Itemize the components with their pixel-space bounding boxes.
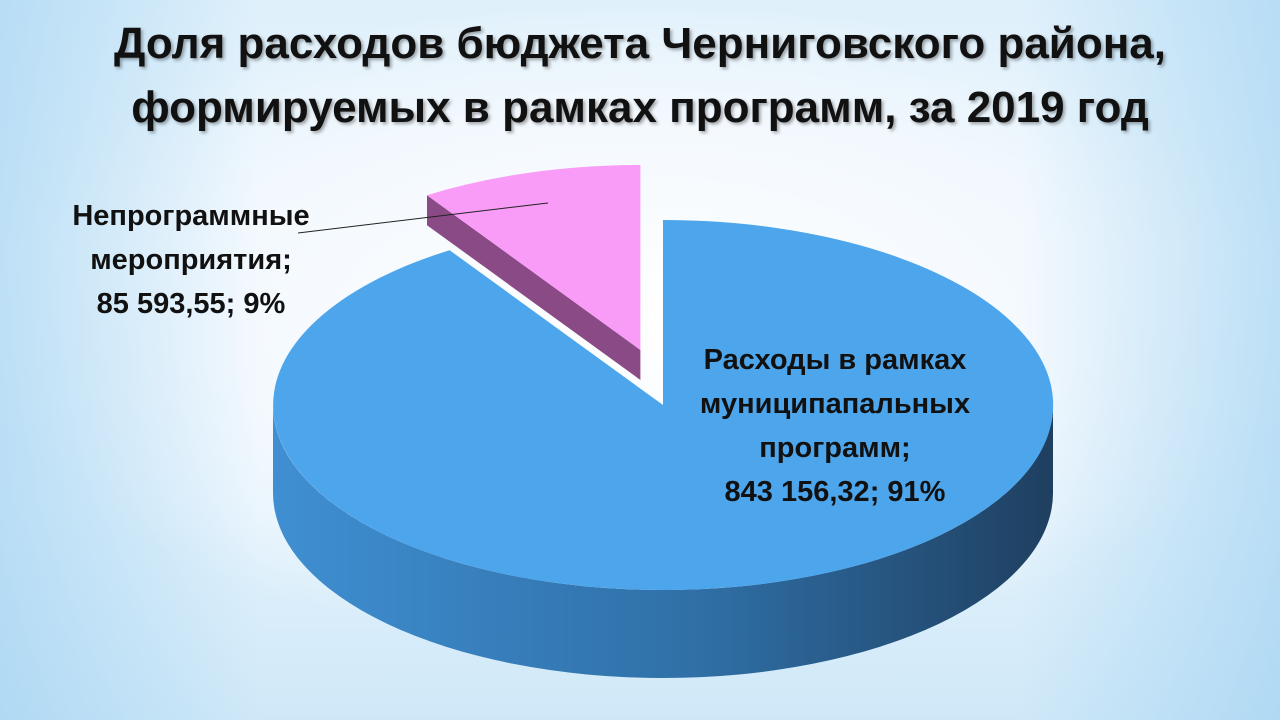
slice-label-non-program-line-1: Непрограммные — [72, 200, 310, 232]
slice-label-program: Расходы в рамках муниципапальных програм… — [655, 338, 1015, 514]
slice-label-program-line-3: программ; — [759, 432, 911, 464]
slice-label-program-line-2: муниципапальных — [699, 388, 971, 420]
slice-non-program-side — [427, 195, 641, 380]
chart-title: Доля расходов бюджета Черниговского райо… — [0, 12, 1280, 140]
slice-program-top — [273, 219, 1054, 591]
slice-program-side — [273, 405, 1053, 678]
chart-title-line-2: формируемых в рамках программ, за 2019 г… — [131, 83, 1149, 132]
chart-title-line-1: Доля расходов бюджета Черниговского райо… — [113, 19, 1166, 68]
slice-label-non-program: Непрограммные мероприятия; 85 593,55; 9% — [46, 194, 336, 326]
slice-label-program-value: 843 156,32; 91% — [724, 476, 946, 508]
leader-line — [297, 202, 549, 234]
pie-slices — [273, 165, 1054, 678]
slice-label-program-line-1: Расходы в рамках — [703, 344, 967, 376]
slice-label-non-program-value: 85 593,55; 9% — [96, 288, 286, 320]
slice-label-non-program-line-2: мероприятия; — [90, 244, 292, 276]
